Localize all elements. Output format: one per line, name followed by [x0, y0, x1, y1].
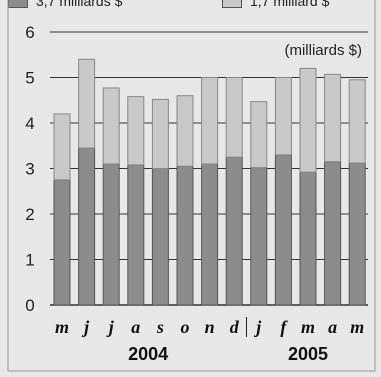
x-tick-label: j: [106, 317, 115, 337]
x-tick-label: s: [156, 317, 164, 337]
bar-segment-series-2: [102, 87, 120, 165]
x-tick-label: m: [301, 317, 315, 337]
bar-segment-series-2: [274, 77, 292, 156]
legend-item-2: 1,7 milliard $: [222, 0, 329, 8]
y-tick-label: 1: [25, 251, 34, 270]
bar-segment-series-1: [274, 154, 292, 306]
bar-segment-series-2: [324, 73, 342, 163]
y-tick-label: 4: [25, 114, 34, 133]
year-label: 2004: [128, 344, 168, 364]
bar-segment-series-2: [250, 101, 268, 169]
bar-segment-series-2: [299, 67, 317, 173]
y-tick-label: 6: [25, 23, 34, 42]
x-tick-label: j: [253, 317, 262, 337]
unit-annotation: (milliards $): [284, 42, 362, 59]
x-tick-label: f: [280, 317, 288, 337]
bar-segment-series-1: [299, 171, 317, 306]
bar-segment-series-1: [53, 179, 71, 306]
bar-segment-series-2: [78, 58, 96, 149]
y-tick-label: 5: [25, 69, 34, 88]
x-tick-label: n: [205, 317, 215, 337]
y-tick-label: 0: [25, 296, 34, 315]
bar-segment-series-2: [201, 77, 219, 165]
bar-segment-series-2: [127, 96, 145, 166]
x-tick-label: d: [230, 317, 240, 337]
x-tick-label: m: [55, 317, 69, 337]
bar-segment-series-1: [201, 163, 219, 306]
bar-segment-series-1: [348, 162, 366, 306]
bar-segment-series-1: [250, 167, 268, 306]
legend-label-1: 3,7 milliards $: [36, 0, 123, 9]
x-tick-label: a: [131, 317, 140, 337]
bar-segment-series-2: [151, 98, 169, 169]
bar-segment-series-1: [324, 161, 342, 306]
x-tick-label: o: [181, 317, 190, 337]
bar-segment-series-1: [127, 164, 145, 306]
bar-segment-series-2: [348, 79, 366, 164]
bar-segment-series-1: [225, 156, 243, 306]
y-tick-label: 3: [25, 160, 34, 179]
bar-segment-series-2: [53, 113, 71, 181]
x-tick-label: m: [350, 317, 364, 337]
x-tick-label: a: [328, 317, 337, 337]
bar-segment-series-1: [78, 147, 96, 306]
bar-segment-series-1: [176, 165, 194, 306]
bar-segment-series-2: [176, 95, 194, 167]
bar-segment-series-1: [151, 168, 169, 306]
chart-frame: [7, 0, 376, 372]
year-label: 2005: [288, 344, 328, 364]
bar-segment-series-1: [102, 163, 120, 306]
x-tick-label: j: [81, 317, 90, 337]
legend-swatch-2: [222, 0, 242, 8]
y-tick-label: 2: [25, 205, 34, 224]
bar-segment-series-2: [225, 77, 243, 158]
legend-label-2: 1,7 milliard $: [250, 0, 330, 9]
